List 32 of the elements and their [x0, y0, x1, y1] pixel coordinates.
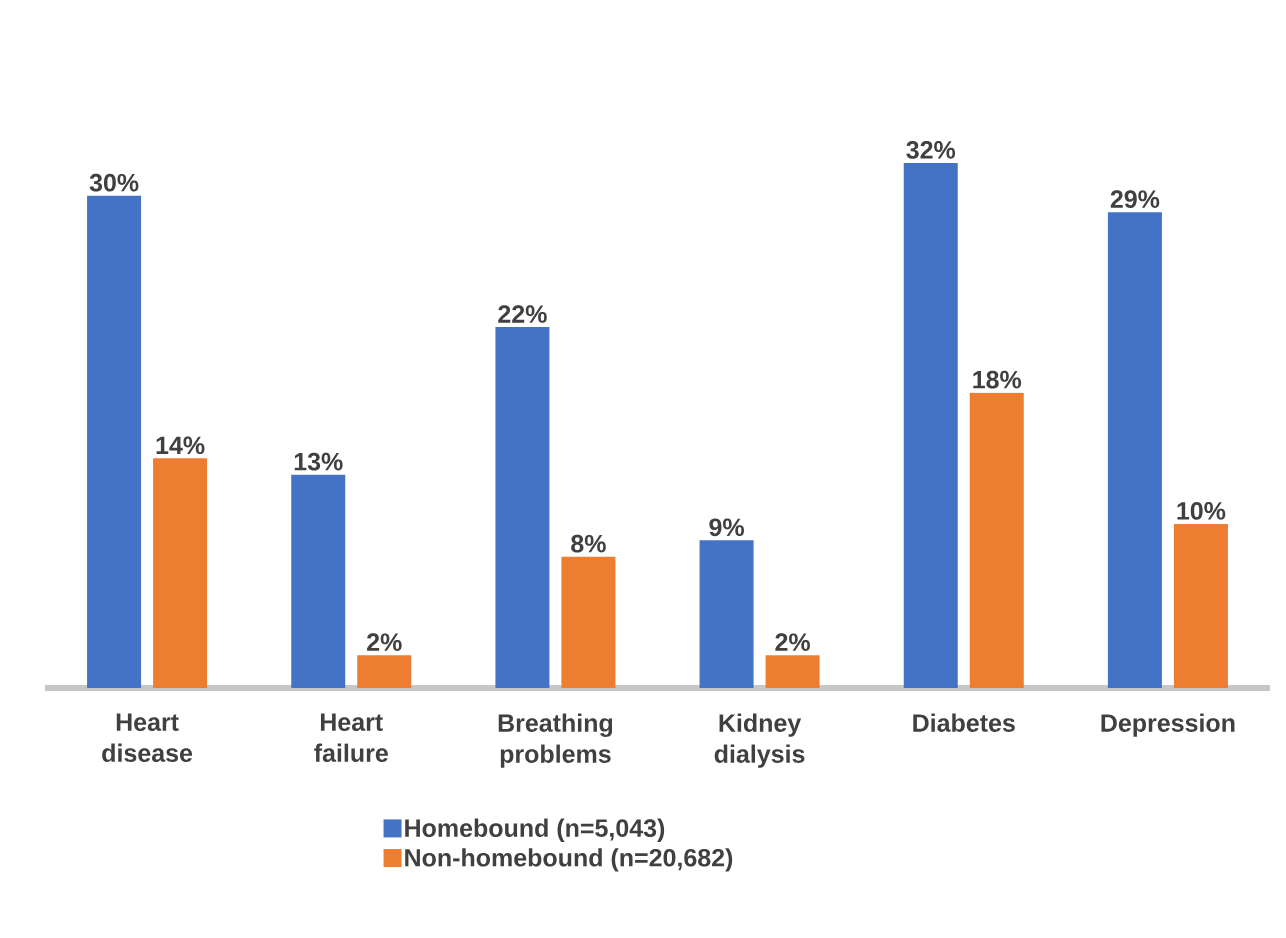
x-tick-label: Depression: [1101, 713, 1235, 737]
bar: [357, 655, 412, 688]
data-label: 2%: [775, 633, 810, 651]
x-tick-label: Heart failure: [314, 713, 388, 762]
data-label: 13%: [294, 452, 343, 471]
legend-label: Homebound (n=5,043): [405, 818, 665, 842]
bar: [561, 556, 616, 688]
bar: [291, 474, 346, 688]
data-label: 32%: [906, 141, 956, 159]
bar: [903, 162, 958, 688]
data-label: 10%: [1177, 502, 1226, 520]
data-label: 18%: [973, 370, 1022, 389]
data-label: 30%: [89, 173, 139, 192]
x-tick-label: Heart disease: [102, 713, 193, 762]
bar: [495, 327, 550, 688]
data-label: 2%: [367, 633, 402, 651]
bar: [153, 458, 208, 688]
x-tick-label: Breathing problems: [498, 713, 613, 768]
data-label: 8%: [571, 534, 606, 553]
bar: [87, 195, 142, 688]
data-label: 9%: [709, 518, 744, 537]
data-label: 22%: [498, 305, 547, 323]
x-tick-label: Diabetes: [913, 713, 1015, 732]
x-tick-label: Kidney dialysis: [714, 713, 805, 768]
bar: [765, 655, 820, 688]
bar: [699, 540, 754, 688]
bar: [1107, 212, 1162, 688]
legend-label: Non-homebound (n=20,682): [405, 848, 733, 872]
bar: [969, 392, 1024, 688]
data-label: 14%: [156, 436, 205, 455]
data-label: 29%: [1110, 190, 1160, 209]
bar: [1173, 523, 1228, 688]
